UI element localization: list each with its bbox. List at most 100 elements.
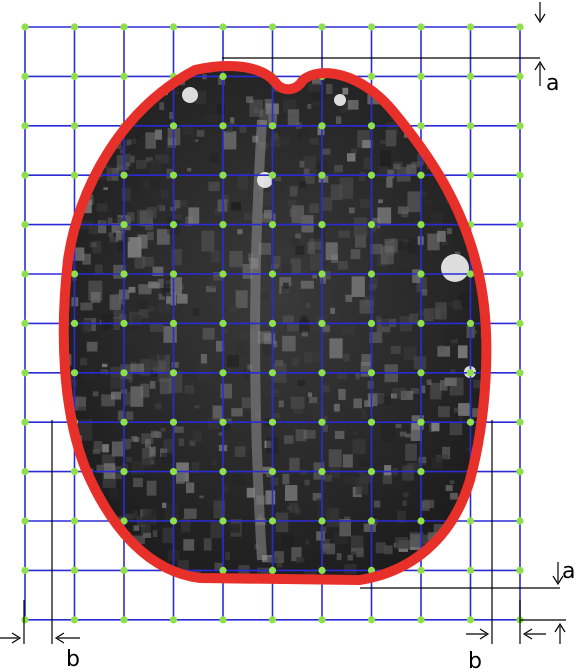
tissue-patch	[281, 263, 293, 274]
tissue-patch	[428, 114, 443, 130]
tissue-patch	[308, 392, 313, 397]
grid-node	[219, 418, 227, 426]
grid-node	[219, 468, 227, 476]
tissue-patch	[196, 130, 205, 137]
tissue-patch	[424, 84, 438, 101]
tissue-patch	[401, 86, 406, 91]
tissue-patch	[95, 540, 101, 546]
tissue-patch	[446, 228, 452, 235]
tissue-patch	[437, 230, 446, 242]
tissue-patch	[153, 579, 162, 580]
tissue-patch	[110, 377, 120, 391]
tissue-patch	[416, 161, 423, 168]
tissue-patch	[446, 328, 456, 341]
tissue-patch	[346, 153, 356, 162]
grid-node	[120, 171, 128, 179]
tissue-patch	[183, 539, 195, 551]
tissue-patch	[270, 354, 277, 360]
tissue-patch	[323, 424, 328, 433]
grid-node	[318, 171, 326, 179]
tissue-patch	[106, 167, 119, 181]
grid-node	[367, 319, 376, 327]
grid-node	[466, 171, 475, 179]
b-left-arrow-left-head	[54, 632, 65, 644]
tissue-patch	[307, 241, 315, 254]
tissue-patch	[117, 217, 127, 224]
grid-node	[417, 122, 425, 130]
tissue-patch	[441, 454, 449, 462]
tissue-patch	[287, 323, 300, 332]
tissue-patch	[410, 388, 420, 394]
tissue-patch	[339, 177, 354, 199]
tissue-patch	[311, 352, 321, 363]
tissue-patch	[175, 66, 182, 70]
tissue-patch	[361, 353, 373, 366]
tissue-patch	[265, 490, 276, 505]
tissue-patch	[95, 95, 102, 100]
tissue-patch	[339, 518, 352, 537]
b-left-arrow-right-head	[11, 632, 22, 644]
grid-node	[516, 122, 524, 130]
tissue-patch	[468, 66, 476, 72]
label-b-right: b	[468, 649, 482, 672]
grid-node	[169, 369, 178, 377]
tissue-patch	[227, 367, 233, 374]
tissue-patch	[104, 68, 111, 77]
grid-node	[21, 221, 29, 229]
tissue-patch	[159, 378, 172, 395]
tissue-patch	[399, 431, 407, 437]
grid-node	[516, 468, 524, 476]
tissue-patch	[80, 302, 93, 311]
grid-node	[318, 468, 326, 476]
tissue-patch	[259, 191, 272, 207]
tissue-patch	[93, 531, 100, 536]
grid-node	[268, 221, 277, 229]
tissue-patch	[159, 205, 166, 212]
tissue-patch	[489, 175, 497, 187]
tissue-patch	[405, 433, 412, 438]
tissue-patch	[206, 285, 216, 293]
tissue-patch	[243, 212, 253, 221]
tissue-patch	[124, 153, 131, 163]
tissue-patch	[167, 138, 177, 148]
tissue-patch	[304, 479, 310, 486]
tissue-patch	[474, 190, 487, 205]
tissue-patch	[89, 242, 97, 248]
tissue-patch	[234, 341, 247, 357]
tissue-patch	[291, 238, 300, 247]
grid-node	[417, 171, 425, 179]
tissue-patch	[351, 276, 365, 297]
tissue-patch	[351, 547, 357, 552]
tissue-patch	[359, 299, 374, 314]
tissue-patch	[312, 402, 325, 420]
tissue-patch	[295, 245, 305, 256]
tissue-patch	[449, 492, 458, 500]
tissue-patch	[92, 240, 102, 254]
tissue-patch	[284, 435, 294, 444]
grid-node	[70, 369, 79, 377]
grid-node	[21, 23, 29, 31]
tissue-patch	[266, 253, 276, 267]
tissue-patch	[434, 81, 444, 93]
tissue-patch	[353, 431, 358, 435]
tissue-patch	[282, 335, 296, 352]
tissue-patch	[287, 109, 300, 126]
tissue-patch	[427, 233, 440, 251]
tissue-patch	[318, 175, 329, 183]
grid-node	[516, 566, 524, 575]
tissue-patch	[336, 553, 342, 561]
tissue-patch	[448, 302, 453, 307]
tissue-patch	[300, 280, 314, 289]
grid-node	[516, 319, 524, 327]
tissue-patch	[109, 292, 114, 297]
tissue-patch	[452, 300, 462, 310]
tissue-patch	[386, 177, 393, 188]
tissue-patch	[350, 249, 361, 260]
tissue-patch	[238, 441, 248, 450]
grid-node	[219, 171, 227, 179]
tissue-patch	[406, 164, 417, 175]
tissue-patch	[116, 165, 125, 174]
tissue-patch	[141, 458, 151, 468]
grid-node	[120, 221, 128, 229]
tissue-patch	[465, 446, 470, 452]
